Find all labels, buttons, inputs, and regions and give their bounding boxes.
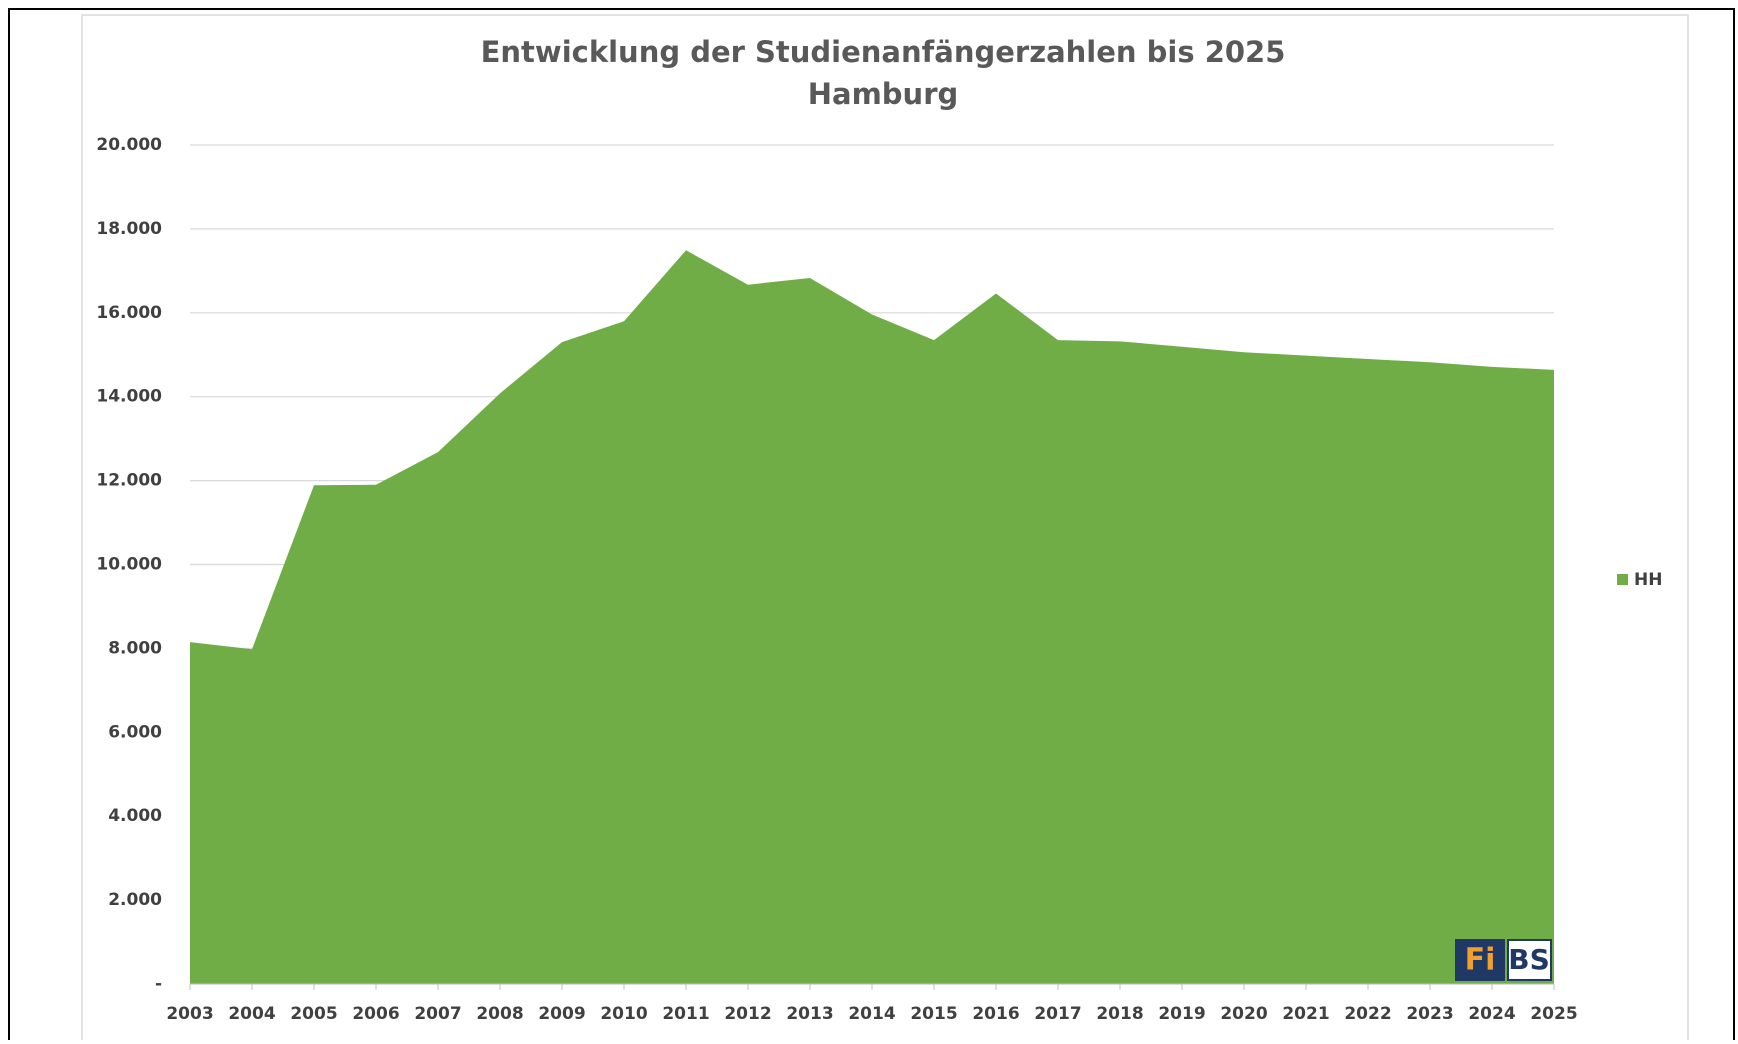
x-tick-label: 2012 xyxy=(724,1004,771,1024)
logo-left: Fi xyxy=(1465,943,1496,978)
y-tick-label: 6.000 xyxy=(108,722,162,742)
x-tick-label: 2017 xyxy=(1034,1004,1081,1024)
x-tick-label: 2025 xyxy=(1530,1004,1577,1024)
y-tick-label: 8.000 xyxy=(108,638,162,658)
x-tick-label: 2003 xyxy=(166,1004,213,1024)
x-tick-label: 2019 xyxy=(1158,1004,1205,1024)
x-tick-label: 2005 xyxy=(290,1004,337,1024)
x-tick-label: 2007 xyxy=(414,1004,461,1024)
x-tick-label: 2011 xyxy=(662,1004,709,1024)
x-tick-label: 2004 xyxy=(228,1004,275,1024)
plot xyxy=(190,250,1554,984)
x-tick-label: 2009 xyxy=(538,1004,585,1024)
x-tick-label: 2010 xyxy=(600,1004,647,1024)
logo-right-inner xyxy=(1509,941,1550,979)
x-tick-label: 2008 xyxy=(476,1004,523,1024)
y-tick-label: - xyxy=(155,974,162,994)
x-tick-label: 2016 xyxy=(972,1004,1019,1024)
outer-frame xyxy=(8,8,1735,1044)
y-tick-label: 12.000 xyxy=(96,471,162,491)
x-tick-label: 2014 xyxy=(848,1004,895,1024)
chart-title: Entwicklung der Studienanfängerzahlen bi… xyxy=(481,35,1286,69)
y-tick-label: 4.000 xyxy=(108,806,162,826)
legend-swatch xyxy=(1617,574,1628,585)
logo: Fi BS xyxy=(1455,939,1552,981)
y-tick-label: 2.000 xyxy=(108,890,162,910)
x-tick-label: 2022 xyxy=(1344,1004,1391,1024)
logo-left-box xyxy=(1455,939,1505,981)
y-tick-label: 20.000 xyxy=(96,135,162,155)
y-tick-label: 16.000 xyxy=(96,303,162,323)
legend-label: HH xyxy=(1634,570,1662,590)
y-tick-label: 10.000 xyxy=(96,555,162,575)
x-tick-label: 2023 xyxy=(1406,1004,1453,1024)
x-tick-label: 2013 xyxy=(786,1004,833,1024)
x-tick-label: 2015 xyxy=(910,1004,957,1024)
area xyxy=(190,250,1554,984)
chart-subtitle: Hamburg xyxy=(808,77,959,111)
x-tick-label: 2018 xyxy=(1096,1004,1143,1024)
x-tick-label: 2020 xyxy=(1220,1004,1267,1024)
logo-right: BS xyxy=(1508,943,1550,976)
x-tick-label: 2024 xyxy=(1468,1004,1515,1024)
x-tick-label: 2006 xyxy=(352,1004,399,1024)
x-tick-label: 2021 xyxy=(1282,1004,1329,1024)
y-tick-label: 18.000 xyxy=(96,219,162,239)
y-tick-label: 14.000 xyxy=(96,387,162,407)
